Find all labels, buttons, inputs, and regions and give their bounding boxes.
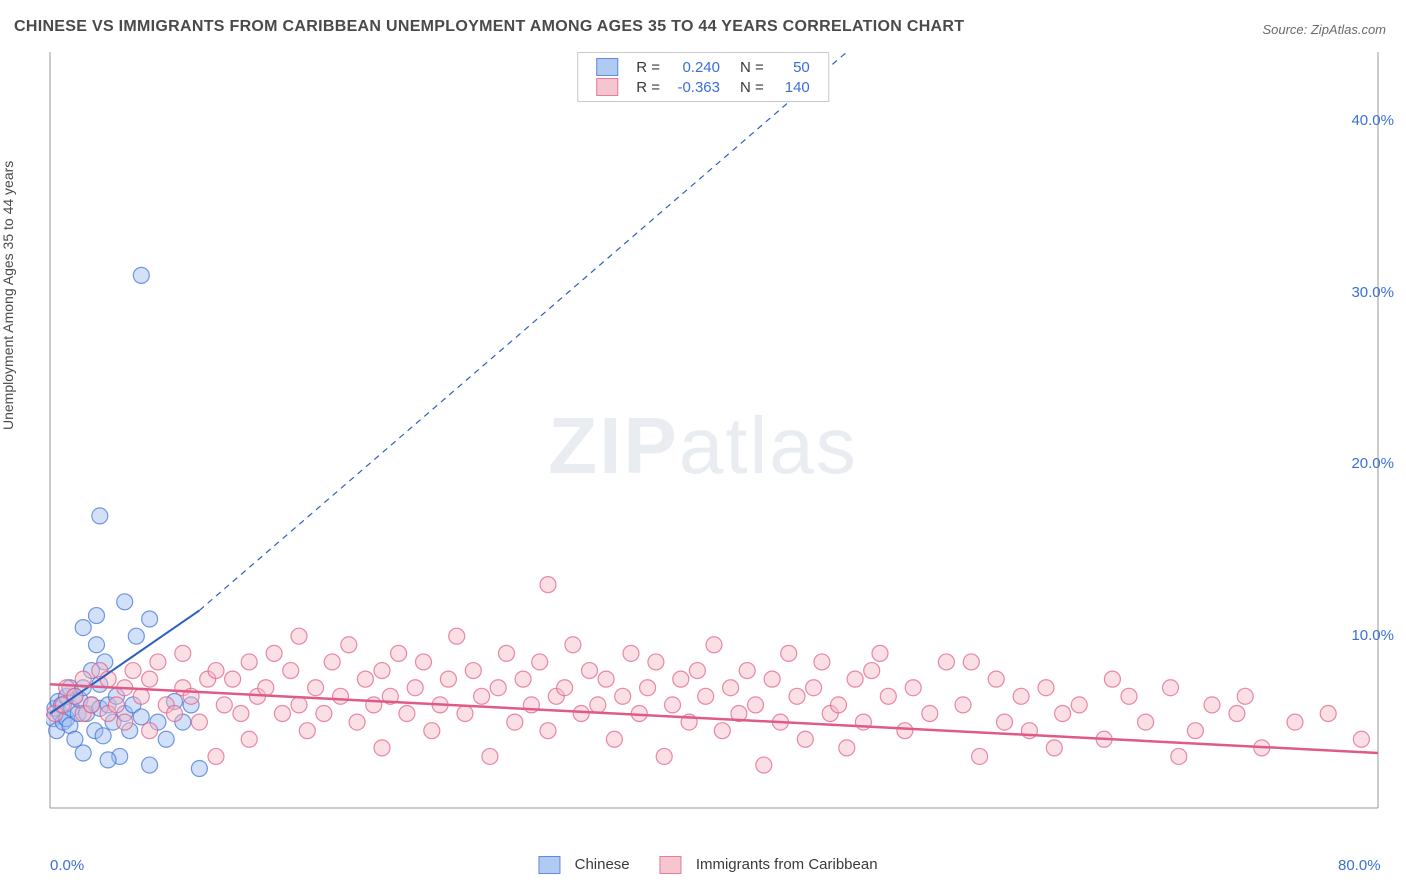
legend-row: R =0.240N =50 xyxy=(590,57,816,77)
chart-title: CHINESE VS IMMIGRANTS FROM CARIBBEAN UNE… xyxy=(14,18,964,36)
y-tick-label: 30.0% xyxy=(1314,284,1394,301)
source-credit: Source: ZipAtlas.com xyxy=(1262,22,1386,37)
x-tick-label: 80.0% xyxy=(1338,857,1381,874)
y-tick-label: 20.0% xyxy=(1314,455,1394,472)
y-tick-label: 40.0% xyxy=(1314,112,1394,129)
scatter-plot xyxy=(46,48,1382,838)
y-tick-label: 10.0% xyxy=(1314,627,1394,644)
x-tick-label: 0.0% xyxy=(50,857,84,874)
correlation-legend: R =0.240N =50R =-0.363N =140 xyxy=(577,52,829,102)
y-axis-label: Unemployment Among Ages 35 to 44 years xyxy=(0,161,16,430)
series-legend: Chinese Immigrants from Caribbean xyxy=(518,856,887,874)
legend-row: R =-0.363N =140 xyxy=(590,77,816,97)
legend-item: Chinese xyxy=(528,856,629,873)
legend-item: Immigrants from Caribbean xyxy=(650,856,878,873)
